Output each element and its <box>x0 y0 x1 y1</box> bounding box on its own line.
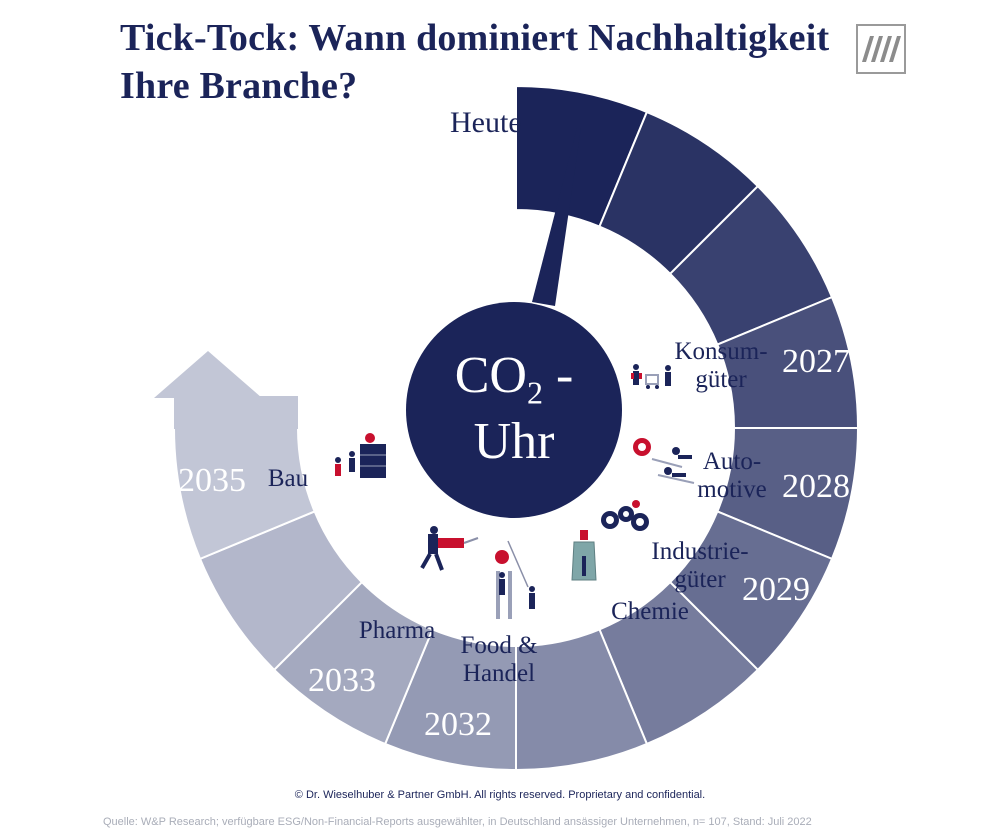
sector-bau: Bau <box>267 465 309 492</box>
year-2029: 2029 <box>742 571 810 608</box>
ring-tail <box>174 396 298 429</box>
sector-food-handel: Food & Handel <box>460 632 538 687</box>
pointer-label-heute: Heute <box>450 106 522 139</box>
sector-automotive: Auto- motive <box>697 448 767 503</box>
source-footer: Quelle: W&P Research; verfügbare ESG/Non… <box>103 816 812 828</box>
center-uhr-label: Uhr <box>473 413 555 470</box>
title-line-1: Tick-Tock: Wann dominiert Nachhaltigkeit <box>120 17 830 59</box>
food-retail-icon <box>495 540 535 619</box>
copyright-footer: © Dr. Wieselhuber & Partner GmbH. All ri… <box>294 789 706 801</box>
center-co2-label: CO2 - <box>454 347 574 411</box>
title-line-2: Ihre Branche? <box>120 65 358 107</box>
year-2033: 2033 <box>308 662 376 699</box>
year-2027: 2027 <box>782 343 850 380</box>
sector-chemie: Chemie <box>611 598 689 625</box>
clock-hand <box>532 128 581 306</box>
pharma-icon <box>420 526 479 571</box>
year-2028: 2028 <box>782 468 850 505</box>
automotive-icon <box>633 438 695 484</box>
sector-industriegueter: Industrie- güter <box>651 538 749 593</box>
arrow-head <box>154 351 262 398</box>
sector-pharma: Pharma <box>358 617 436 644</box>
wp-logo <box>856 24 906 74</box>
consumer-goods-icon <box>631 364 671 389</box>
sector-konsumgueter: Konsum- güter <box>674 338 768 393</box>
page-title: Tick-Tock: Wann dominiert Nachhaltigkeit… <box>120 14 860 110</box>
year-2035: 2035 <box>178 462 246 499</box>
clock-ring <box>172 84 860 772</box>
co2-clock-center: CO2 - Uhr <box>406 302 622 518</box>
industrial-goods-icon <box>601 500 649 531</box>
chemistry-icon <box>571 530 597 581</box>
year-2032: 2032 <box>424 706 492 743</box>
construction-icon <box>335 433 386 478</box>
